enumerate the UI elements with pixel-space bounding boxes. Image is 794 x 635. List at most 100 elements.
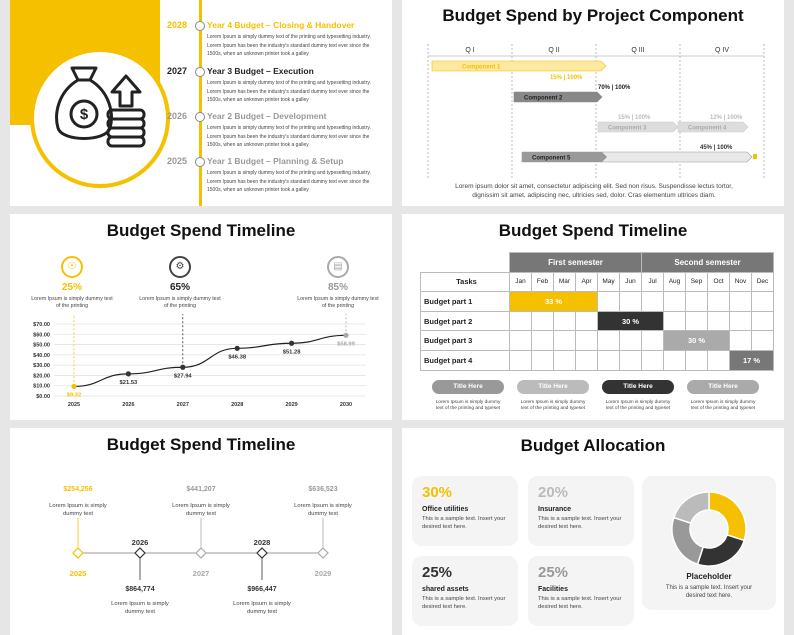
page-title: Budget Spend Timeline [106,435,296,454]
flag-icon [753,154,757,159]
slide-spend-timeline-gantt: Budget Spend Timeline First semester Seco… [402,214,784,420]
placeholder-card: Placeholder This is a sample text. Inser… [642,476,776,610]
amount-text: Lorem Ipsum is simply dummy text [172,503,230,517]
timeline-year: 2027 [167,66,188,76]
timeline-title: Year 2 Budget – Development [207,111,327,121]
component-label: 15% | 100% [550,75,583,81]
table-row: Budget part 4 17 % [420,349,774,371]
page-title: Budget Allocation [520,436,666,455]
timeline-dot [195,21,205,31]
timeline-dot [195,112,205,122]
timeline-year: 2025 [167,156,188,166]
page-title: Budget Spend Timeline [498,221,688,240]
component-label: 70% | 100% [598,85,631,91]
year-label: 2025 [69,569,87,578]
quarter-label: Q II [548,47,559,54]
data-point [180,364,186,370]
slide-spend-timeline-line: Budget Spend Timeline ☉ 25% Lorem Ipsum is… [10,214,392,420]
allocation-name: Office utilities [422,506,469,513]
slide-yearly-budget: $ 2028 Year 4 Budget – Closing & Handover… [10,0,392,206]
amount-label: $864,774 [125,586,155,593]
y-tick-label: $30.00 [33,363,50,369]
table-row: Budget part 1 33 % [420,291,774,312]
slide-budget-spend-component: Budget Spend by Project Component Q I Q I… [402,0,784,206]
y-tick-label: $20.00 [33,373,50,379]
svg-text:$: $ [80,106,89,123]
allocation-card: 25% shared assets This is a sample text. I… [412,556,518,626]
timeline-desc: Lorem Ipsum is simply dummy text of the … [207,125,371,148]
allocation-percent: 20% [538,484,569,501]
y-tick-label: $10.00 [33,384,50,390]
amount-text: Lorem Ipsum is simply dummy text [49,503,107,517]
data-point [125,371,131,377]
year-label: 2029 [314,569,332,578]
task-bar: 30 % [597,310,664,332]
month-header: Dec [751,271,774,293]
placeholder-text: This is a sample text. Insert your desir… [665,585,753,599]
milestone-text: Lorem Ipsum is simply dummy text of the … [139,296,221,309]
y-tick-label: $70.00 [33,322,50,328]
line-chart: $0.00 $10.00 $20.00 $30.00 $40.00 $50.00 $60.0… [33,314,366,408]
table-row: Budget part 2 30 % [420,310,774,332]
amount-label: $966,447 [247,586,277,593]
timeline-title: Year 3 Budget – Execution [207,66,314,76]
amount-text: Lorem Ipsum is simply dummy text [233,601,291,615]
task-name: Budget part 2 [420,310,510,332]
month-header: Nov [729,271,752,293]
diamond-marker [72,547,84,559]
amount-label: $254,256 [63,486,93,493]
diamond-marker [256,547,268,559]
component-bar: Component 4 12% | 100% [677,115,749,133]
allocation-card: 30% Office utilities This is a sample text… [412,476,518,546]
lightbulb-icon: ☉ [61,256,83,278]
month-header: Sep [685,271,708,293]
component-name: Component 3 [608,126,647,132]
allocation-text: This is a sample text. Insert your desir… [422,596,506,610]
month-header: Jul [641,271,664,293]
semester-header: First semester [509,252,642,273]
quarter-label: Q IV [715,47,729,54]
x-tick-label: 2029 [285,402,297,408]
page-title: Budget Spend by Project Component [442,6,744,25]
data-label: $46.38 [228,354,247,360]
allocation-percent: 30% [422,484,453,501]
donut-slice [672,491,710,525]
amount-label: $441,207 [186,486,216,493]
milestone-text: Lorem Ipsum is simply dummy text of the … [297,296,379,309]
data-label: $27.94 [174,373,193,379]
diamond-marker [134,547,146,559]
x-tick-label: 2030 [340,402,352,408]
quarter-label: Q I [465,47,474,54]
timeline-title: Year 4 Budget – Closing & Handover [207,20,355,30]
task-bar: 17 % [729,349,774,371]
task-name: Budget part 1 [420,291,510,312]
allocation-text: This is a sample text. Insert your desir… [538,516,622,530]
data-label: $51.28 [283,349,302,355]
allocation-card: 20% Insurance This is a sample text. Inser… [528,476,634,546]
y-tick-label: $40.00 [33,353,50,359]
task-bar: 33 % [509,291,598,312]
allocation-text: This is a sample text. Insert your desir… [422,516,506,530]
component-label: 12% | 100% [710,115,743,121]
month-header: Aug [663,271,686,293]
gear-icon: ⚙ [169,256,191,278]
y-tick-label: $0.00 [36,394,50,400]
year-label: 2027 [192,569,210,578]
slide-budget-allocation: Budget Allocation 30% Office utilities Thi… [402,428,784,635]
donut-chart [671,491,747,567]
pill-text: Lorem Ipsum is simply dummy text of the … [690,400,756,411]
month-header: Jan [509,271,532,293]
title-pill: Title Here [517,380,589,394]
milestone-percent: 65% [169,282,190,293]
data-point [343,332,349,338]
milestone-text: Lorem Ipsum is simply dummy text of the … [31,296,113,309]
x-tick-label: 2028 [231,402,243,408]
component-name: Component 1 [462,65,501,71]
amount-text: Lorem Ipsum is simply dummy text [294,503,352,517]
semester-header: Second semester [641,252,774,273]
month-header: Feb [531,271,554,293]
donut-slice [671,516,705,566]
component-bar: Component 3 15% | 100% [597,115,679,133]
table-row: Budget part 3 30 % [420,330,774,351]
